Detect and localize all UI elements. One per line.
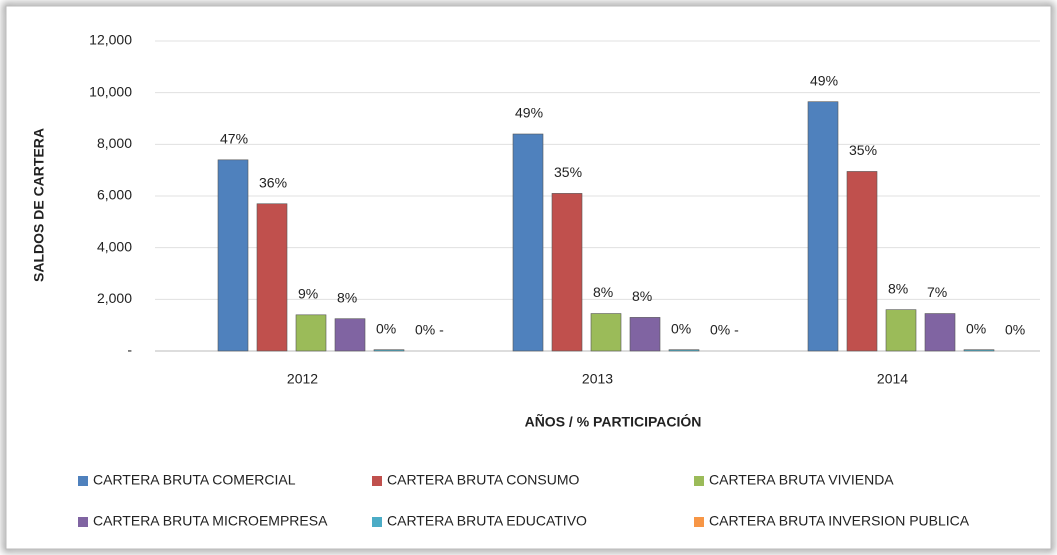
y-tick-label: 12,000 <box>89 32 132 48</box>
legend-swatch <box>372 517 382 527</box>
bar <box>373 349 405 352</box>
bar <box>256 203 288 352</box>
legend-swatch <box>78 517 88 527</box>
bar <box>295 314 327 352</box>
legend-label: CARTERA BRUTA EDUCATIVO <box>387 513 587 529</box>
y-tick-label: 4,000 <box>97 238 132 254</box>
x-axis-title: AÑOS / % PARTICIPACIÓN <box>525 413 702 430</box>
bar <box>846 171 878 352</box>
bar <box>963 349 995 352</box>
y-axis-title: SALDOS DE CARTERA <box>31 128 47 282</box>
y-tick-label: 2,000 <box>97 290 132 306</box>
share-label: 47% <box>220 131 248 147</box>
share-label: 49% <box>810 72 838 88</box>
share-label: 8% <box>632 288 652 304</box>
bar <box>512 133 544 352</box>
share-label: 35% <box>554 164 582 180</box>
share-label: 8% <box>888 280 908 296</box>
bar <box>551 193 583 352</box>
bar <box>924 313 956 352</box>
legend-label: CARTERA BRUTA MICROEMPRESA <box>93 513 328 529</box>
share-label: 0% <box>376 320 396 336</box>
share-label: 0% <box>966 320 986 336</box>
y-tick-label: 8,000 <box>97 135 132 151</box>
legend-swatch <box>78 476 88 486</box>
legend-swatch <box>372 476 382 486</box>
share-label: 0% - <box>710 322 739 338</box>
bar <box>590 313 622 352</box>
y-tick-label: 6,000 <box>97 187 132 203</box>
x-tick-label: 2012 <box>287 371 318 387</box>
bar <box>885 309 917 352</box>
bar <box>629 317 661 352</box>
share-label: 0% <box>1005 322 1025 338</box>
bar <box>217 159 249 352</box>
legend-swatch <box>694 476 704 486</box>
y-tick-label: 10,000 <box>89 83 132 99</box>
legend-label: CARTERA BRUTA INVERSION PUBLICA <box>709 513 970 529</box>
share-label: 0% <box>671 320 691 336</box>
share-label: 8% <box>337 289 357 305</box>
share-label: 8% <box>593 284 613 300</box>
share-label: 0% - <box>415 322 444 338</box>
share-label: 7% <box>927 284 947 300</box>
bar <box>668 349 700 352</box>
share-label: 9% <box>298 286 318 302</box>
legend-label: CARTERA BRUTA CONSUMO <box>387 472 580 488</box>
share-label: 49% <box>515 105 543 121</box>
legend-label: CARTERA BRUTA VIVIENDA <box>709 472 894 488</box>
y-tick-label: - <box>127 342 132 358</box>
x-tick-label: 2014 <box>877 371 908 387</box>
legend-swatch <box>694 517 704 527</box>
share-label: 35% <box>849 142 877 158</box>
bar <box>334 318 366 352</box>
bar <box>807 101 839 352</box>
x-tick-label: 2013 <box>582 371 613 387</box>
legend-label: CARTERA BRUTA COMERCIAL <box>93 472 296 488</box>
share-label: 36% <box>259 174 287 190</box>
